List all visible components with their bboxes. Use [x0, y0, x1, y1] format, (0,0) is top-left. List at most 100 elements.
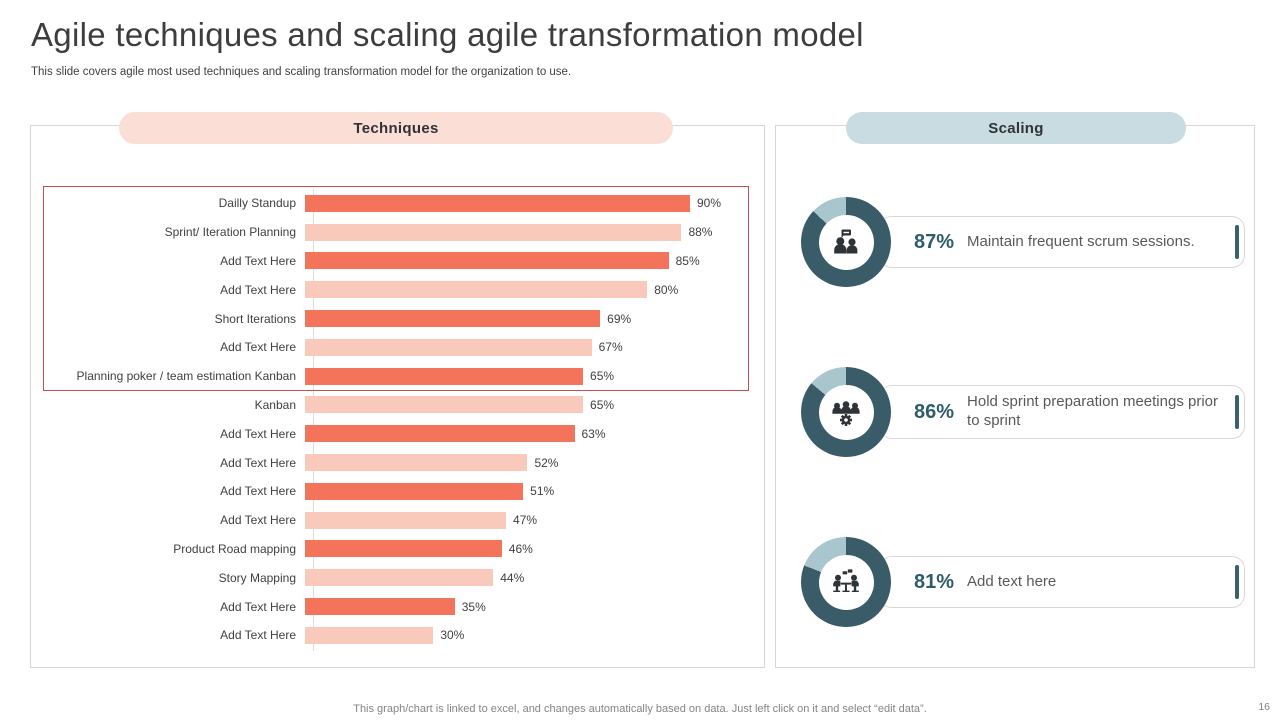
- chart-category-label: Story Mapping: [218, 570, 296, 585]
- scaling-card: 86% Hold sprint preparation meetings prio…: [879, 385, 1245, 439]
- chart-bar[interactable]: [305, 569, 494, 587]
- chart-bar[interactable]: [305, 454, 528, 472]
- techniques-header-label: Techniques: [353, 119, 439, 137]
- chart-value-label: 30%: [440, 628, 465, 643]
- chart-row: Story Mapping 44%: [43, 563, 753, 592]
- chart-row: Add Text Here 47%: [43, 506, 753, 535]
- chart-bar[interactable]: [305, 281, 648, 299]
- techniques-bar-chart[interactable]: Dailly Standup 90% Sprint/ Iteration Plann…: [43, 186, 753, 651]
- chart-category-label: Dailly Standup: [218, 196, 296, 211]
- chart-value-label: 67%: [598, 340, 623, 355]
- donut-hole: [818, 384, 874, 440]
- chart-value-label: 80%: [654, 282, 679, 297]
- chart-bar[interactable]: [305, 626, 434, 644]
- donut-hole: [818, 214, 874, 270]
- chart-value-label: 52%: [534, 455, 559, 470]
- chart-bar[interactable]: [305, 511, 507, 529]
- footer-note: This graph/chart is linked to excel, and…: [353, 703, 927, 715]
- chart-row: Dailly Standup 90%: [43, 189, 753, 218]
- page-title: Agile techniques and scaling agile trans…: [31, 16, 864, 53]
- percent-value: 81%: [914, 570, 955, 593]
- chart-category-label: Add Text Here: [220, 628, 296, 643]
- card-accent-bar: [1235, 225, 1239, 259]
- techniques-panel: Techniques Dailly Standup 90% Sprint/ Iter…: [30, 112, 765, 668]
- chart-value-label: 51%: [530, 484, 555, 499]
- percent-description: Add text here: [967, 572, 1057, 590]
- card-accent-bar: [1235, 395, 1239, 429]
- chart-row: Product Road mapping 46%: [43, 535, 753, 564]
- chart-axis-line: [313, 189, 314, 651]
- percent-value: 86%: [914, 400, 955, 423]
- chart-value-label: 65%: [590, 369, 615, 384]
- donut-hole: [818, 554, 874, 610]
- chart-value-label: 88%: [688, 225, 713, 240]
- chart-category-label: Add Text Here: [220, 282, 296, 297]
- chart-row: Planning poker / team estimation Kanban 6…: [43, 362, 753, 391]
- chart-category-label: Add Text Here: [220, 455, 296, 470]
- chart-category-label: Add Text Here: [220, 426, 296, 441]
- chart-value-label: 69%: [607, 311, 632, 326]
- chart-value-label: 35%: [461, 599, 486, 614]
- chart-bar[interactable]: [305, 310, 601, 328]
- team-gear-icon: [832, 401, 860, 426]
- chart-bar[interactable]: [305, 540, 502, 558]
- chart-category-label: Add Text Here: [220, 253, 296, 268]
- scaling-card: 81% Add text here: [879, 556, 1245, 608]
- chart-row: Add Text Here 80%: [43, 275, 753, 304]
- chart-category-label: Product Road mapping: [173, 541, 296, 556]
- scaling-item: 81% Add text here: [801, 537, 1245, 627]
- techniques-header-pill: Techniques: [119, 112, 673, 144]
- chart-row: Add Text Here 67%: [43, 333, 753, 362]
- chart-bar[interactable]: [305, 598, 455, 616]
- donut-chart[interactable]: [801, 197, 891, 287]
- scaling-header-label: Scaling: [988, 119, 1044, 137]
- scaling-item: 86% Hold sprint preparation meetings prio…: [801, 367, 1245, 457]
- scaling-header-pill: Scaling: [846, 112, 1186, 144]
- donut-chart[interactable]: [801, 367, 891, 457]
- chart-bar[interactable]: [305, 194, 690, 212]
- chart-bar[interactable]: [305, 482, 524, 500]
- chart-row: Add Text Here 85%: [43, 247, 753, 276]
- percent-description: Hold sprint preparation meetings prior t…: [967, 393, 1218, 429]
- chart-value-label: 85%: [675, 253, 700, 268]
- chart-category-label: Kanban: [254, 397, 296, 412]
- scaling-card: 87% Maintain frequent scrum sessions.: [879, 216, 1245, 268]
- chart-category-label: Short Iterations: [214, 311, 296, 326]
- page-subtitle: This slide covers agile most used techni…: [31, 66, 572, 78]
- chart-value-label: 46%: [508, 541, 533, 556]
- chart-value-label: 63%: [581, 426, 606, 441]
- chart-category-label: Add Text Here: [220, 599, 296, 614]
- chart-row: Add Text Here 35%: [43, 592, 753, 621]
- chart-value-label: 90%: [697, 196, 722, 211]
- chart-row: Kanban 65%: [43, 391, 753, 420]
- chart-category-label: Add Text Here: [220, 484, 296, 499]
- chart-row: Add Text Here 63%: [43, 419, 753, 448]
- chart-bar[interactable]: [305, 425, 575, 443]
- percent-description: Maintain frequent scrum sessions.: [967, 232, 1195, 250]
- chart-category-label: Sprint/ Iteration Planning: [164, 225, 296, 240]
- percent-value: 87%: [914, 230, 955, 253]
- chart-category-label: Planning poker / team estimation Kanban: [76, 369, 296, 384]
- chart-bar[interactable]: [305, 252, 669, 270]
- scaling-panel: Scaling 87% Maintain frequent scrum sessi…: [775, 112, 1255, 668]
- page-number: 16: [1258, 701, 1270, 713]
- chart-value-label: 47%: [513, 513, 538, 528]
- chart-bar[interactable]: [305, 223, 682, 241]
- meeting-table-icon: [833, 569, 859, 592]
- donut-chart[interactable]: [801, 537, 891, 627]
- chart-row: Sprint/ Iteration Planning 88%: [43, 218, 753, 247]
- chart-row: Short Iterations 69%: [43, 304, 753, 333]
- chart-bar[interactable]: [305, 396, 584, 414]
- chart-category-label: Add Text Here: [220, 513, 296, 528]
- chart-bar[interactable]: [305, 367, 584, 385]
- scrum-discussion-icon: [834, 229, 858, 254]
- chart-value-label: 44%: [500, 570, 525, 585]
- chart-value-label: 65%: [590, 397, 615, 412]
- chart-row: Add Text Here 52%: [43, 448, 753, 477]
- scaling-item: 87% Maintain frequent scrum sessions.: [801, 197, 1245, 287]
- chart-row: Add Text Here 30%: [43, 621, 753, 650]
- chart-row: Add Text Here 51%: [43, 477, 753, 506]
- chart-bar[interactable]: [305, 338, 592, 356]
- card-accent-bar: [1235, 565, 1239, 599]
